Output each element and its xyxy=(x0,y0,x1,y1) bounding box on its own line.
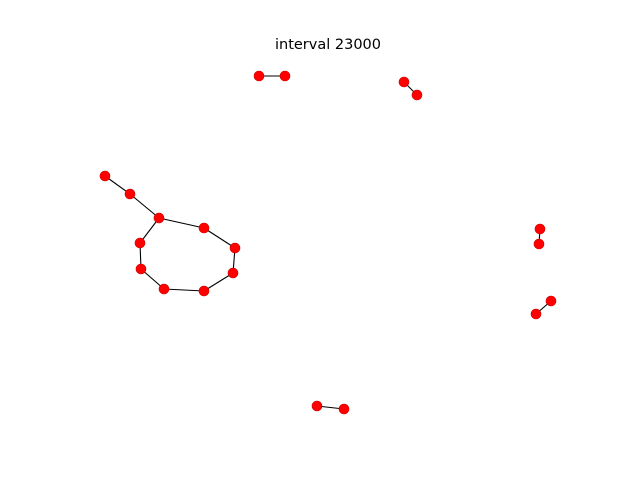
graph-node xyxy=(411,89,423,101)
graph-node xyxy=(229,242,241,254)
graph-node xyxy=(198,222,210,234)
graph-edge xyxy=(163,288,205,292)
graph-node xyxy=(311,400,323,412)
graph-node xyxy=(279,70,291,82)
graph-title: interval 23000 xyxy=(275,37,381,53)
nodes-layer xyxy=(99,70,557,415)
graph-edge xyxy=(203,227,236,249)
graph-node xyxy=(398,76,410,88)
graph-node xyxy=(253,70,265,82)
graph-edge xyxy=(129,193,160,219)
graph-node xyxy=(124,188,136,200)
graph-node xyxy=(198,285,210,297)
graph-node xyxy=(99,170,111,182)
graph-node xyxy=(153,212,165,224)
graph-node xyxy=(533,238,545,250)
graph-node xyxy=(534,223,546,235)
edges-layer xyxy=(104,75,552,410)
graph-node xyxy=(227,267,239,279)
graph-node xyxy=(134,237,146,249)
graph-node xyxy=(158,283,170,295)
graph-node xyxy=(530,308,542,320)
graph-node xyxy=(338,403,350,415)
graph-node xyxy=(545,295,557,307)
graph-edge xyxy=(203,272,234,292)
graph-edge xyxy=(158,217,205,229)
graph-node xyxy=(135,263,147,275)
